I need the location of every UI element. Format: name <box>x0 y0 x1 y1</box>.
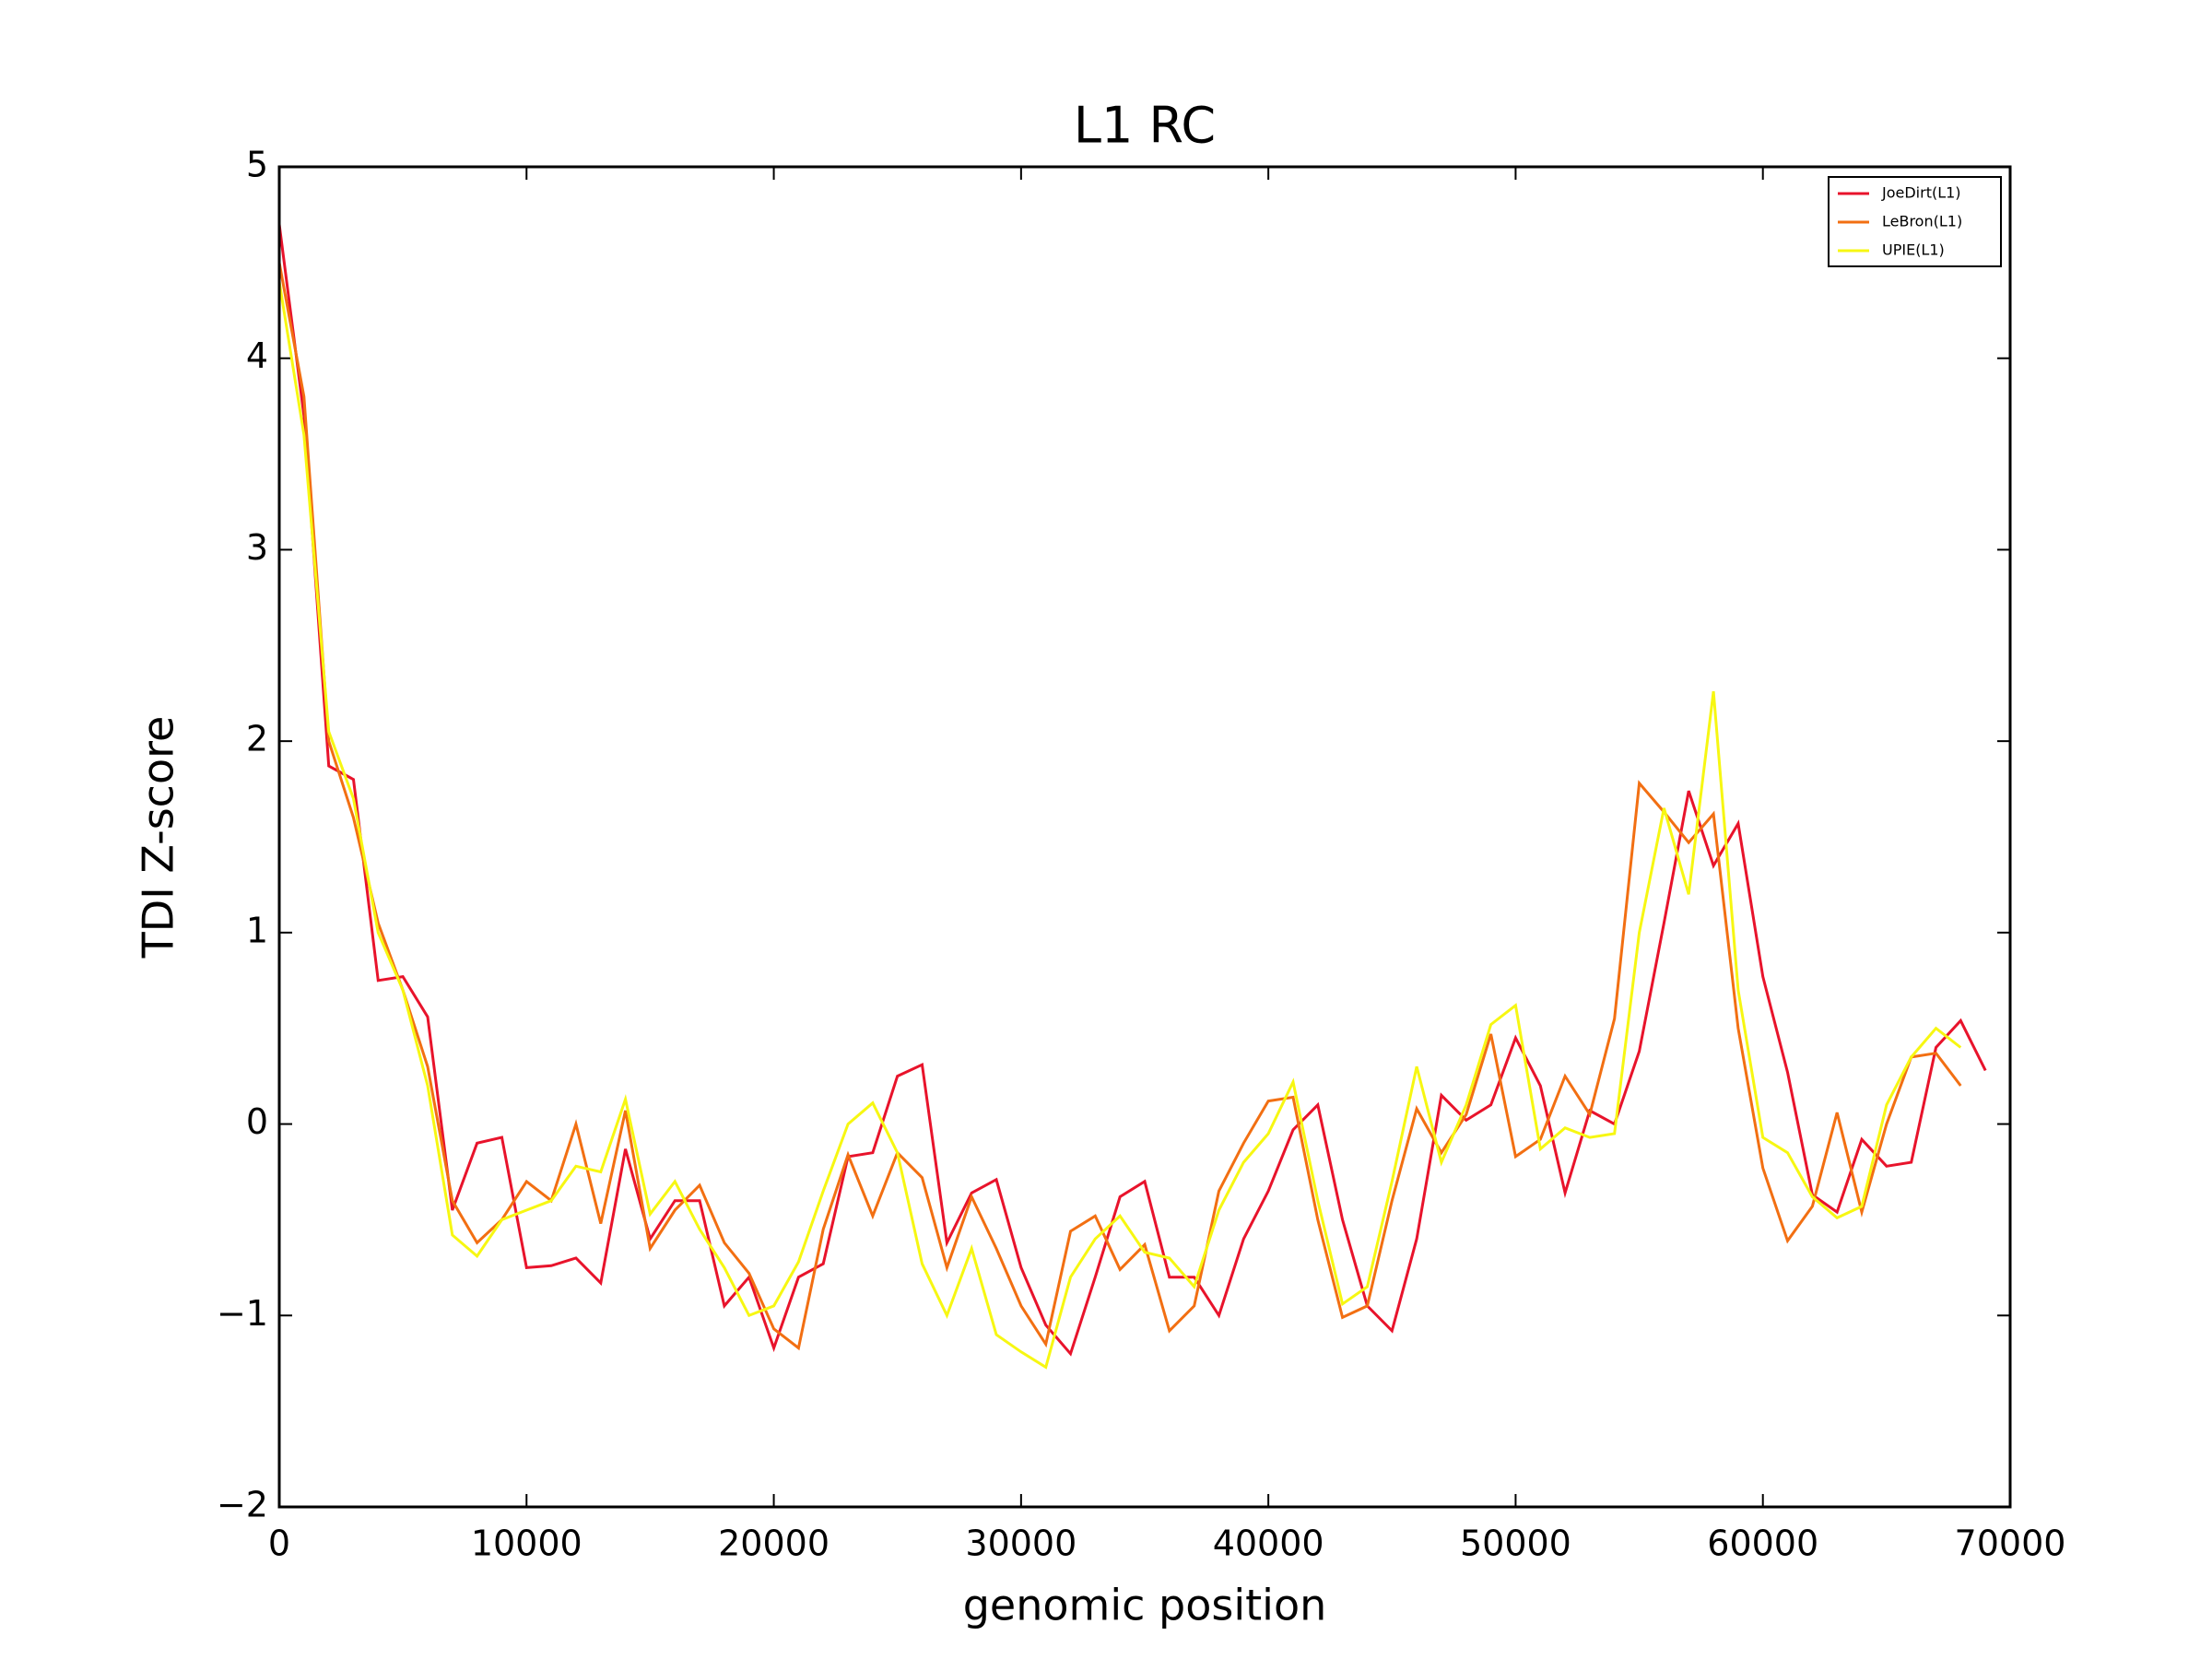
y-tick-label: 3 <box>246 527 268 568</box>
y-tick-label: 4 <box>246 335 268 376</box>
y-tick-label: −2 <box>217 1485 268 1525</box>
legend-label: LeBron(L1) <box>1882 213 1962 230</box>
x-tick-label: 0 <box>268 1524 290 1564</box>
x-tick-label: 20000 <box>718 1524 830 1564</box>
legend-label: UPIE(L1) <box>1882 241 1945 259</box>
x-tick-label: 50000 <box>1460 1524 1571 1564</box>
x-tick-label: 60000 <box>1707 1524 1818 1564</box>
x-tick-label: 40000 <box>1213 1524 1324 1564</box>
y-tick-label: 0 <box>246 1101 268 1142</box>
plot-frame <box>277 165 2012 1509</box>
x-axis-label: genomic position <box>963 1581 1327 1630</box>
x-tick-label: 70000 <box>1955 1524 2066 1564</box>
data-line <box>277 281 1962 1370</box>
data-line <box>277 224 1987 1357</box>
x-tick-label: 30000 <box>965 1524 1077 1564</box>
y-tick-label: −1 <box>217 1293 268 1334</box>
x-tick-label: 10000 <box>471 1524 582 1564</box>
y-tick-label: 2 <box>246 719 268 759</box>
y-axis-label: TDI Z-score <box>134 716 183 959</box>
y-tick-label: 1 <box>246 910 268 950</box>
y-tick-label: 5 <box>246 145 268 185</box>
legend-label: JoeDirt(L1) <box>1881 184 1961 202</box>
chart-title: L1 RC <box>1074 97 1216 155</box>
data-line <box>277 262 1962 1351</box>
